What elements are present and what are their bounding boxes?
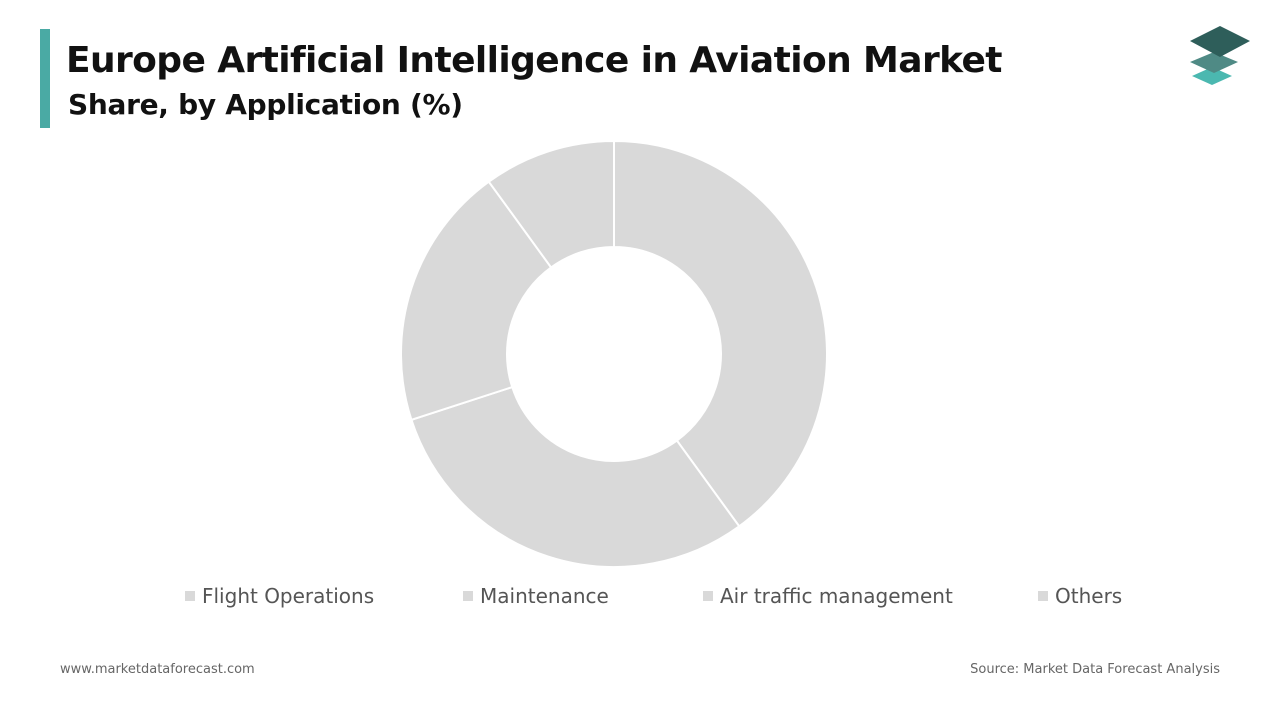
legend-swatch <box>1038 591 1048 601</box>
title-accent-bar <box>40 29 50 128</box>
legend-swatch <box>463 591 473 601</box>
legend-label: Maintenance <box>480 584 609 608</box>
stacked-layers-icon <box>1190 26 1250 85</box>
website-footer: www.marketdataforecast.com <box>60 662 255 677</box>
legend-label: Flight Operations <box>202 584 375 608</box>
legend-swatch <box>703 591 713 601</box>
legend-item: Flight Operations <box>185 584 374 608</box>
legend-swatch <box>185 591 195 601</box>
pie-slice-others <box>487 139 615 269</box>
legend-label: Others <box>1055 584 1123 608</box>
source-footer: Source: Market Data Forecast Analysis <box>970 662 1220 677</box>
legend-item: Others <box>1038 584 1122 608</box>
logo-layer-middle <box>1190 52 1238 73</box>
legend-item: Air traffic management <box>703 584 953 608</box>
pie-slice-flight-operations <box>613 139 828 528</box>
chart-title: Europe Artificial Intelligence in Aviati… <box>66 40 1003 81</box>
legend-label: Air traffic management <box>720 584 953 608</box>
pie-slice-maintenance <box>410 385 741 568</box>
chart-subtitle: Share, by Application (%) <box>68 88 463 121</box>
legend-item: Maintenance <box>463 584 609 608</box>
logo-layer-top <box>1190 26 1250 57</box>
pie-slice-air-traffic-management <box>400 180 553 422</box>
logo-layer-bottom <box>1192 67 1232 85</box>
